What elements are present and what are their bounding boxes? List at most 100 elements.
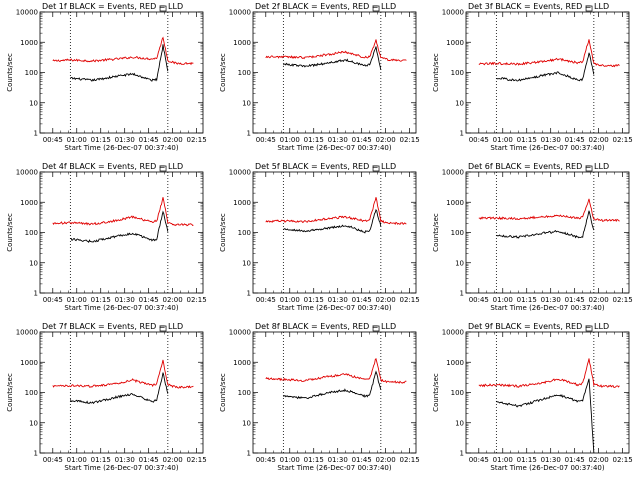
y-axis-label: Counts/sec bbox=[6, 213, 14, 252]
y-axis-label: Counts/sec bbox=[432, 373, 440, 412]
x-tick-label: 01:15 bbox=[517, 456, 537, 464]
events-series-line bbox=[283, 46, 382, 70]
x-tick-label: 01:45 bbox=[565, 296, 585, 304]
y-tick-label: 1 bbox=[460, 130, 464, 138]
events-series-line bbox=[496, 378, 595, 453]
x-tick-label: 01:30 bbox=[541, 296, 561, 304]
y-axis-label: Counts/sec bbox=[6, 373, 14, 412]
y-axis-label: Counts/sec bbox=[219, 53, 227, 92]
x-tick-label: 02:00 bbox=[163, 136, 183, 144]
x-tick-label: 01:30 bbox=[115, 456, 135, 464]
x-tick-label: 02:15 bbox=[613, 136, 633, 144]
x-tick-label: 01:00 bbox=[280, 136, 300, 144]
x-tick-label: 02:00 bbox=[376, 136, 396, 144]
x-tick-label: 02:15 bbox=[400, 296, 420, 304]
y-tick-label: 1000 bbox=[233, 359, 251, 367]
y-tick-label: 10000 bbox=[229, 9, 251, 17]
flare-marker bbox=[585, 325, 593, 332]
panel-title: Det 8f BLACK = Events, RED = LLD bbox=[255, 322, 396, 331]
x-tick-label: 01:45 bbox=[139, 456, 159, 464]
y-tick-label: 10 bbox=[242, 99, 251, 107]
y-tick-label: 1 bbox=[34, 450, 38, 458]
flare-marker bbox=[585, 5, 593, 12]
y-tick-label: 1 bbox=[34, 130, 38, 138]
y-tick-label: 100 bbox=[25, 69, 38, 77]
x-tick-label: 00:45 bbox=[469, 456, 489, 464]
panel-title: Det 4f BLACK = Events, RED = LLD bbox=[42, 162, 183, 171]
y-tick-label: 10 bbox=[242, 419, 251, 427]
x-tick-label: 01:15 bbox=[517, 296, 537, 304]
panel-1: Det 1f BLACK = Events, RED = LLD 1 10 100 10… bbox=[6, 2, 207, 152]
y-tick-label: 10 bbox=[455, 259, 464, 267]
y-axis-label: Counts/sec bbox=[432, 53, 440, 92]
flare-marker bbox=[159, 5, 167, 12]
y-tick-label: 10000 bbox=[442, 169, 464, 177]
x-tick-label: 01:30 bbox=[541, 456, 561, 464]
x-tick-label: 01:30 bbox=[328, 136, 348, 144]
x-tick-label: 01:00 bbox=[280, 296, 300, 304]
x-tick-label: 01:45 bbox=[352, 456, 372, 464]
x-tick-label: 01:30 bbox=[115, 136, 135, 144]
x-axis-label: Start Time (26-Dec-07 00:37:40) bbox=[64, 304, 178, 312]
flare-marker bbox=[159, 165, 167, 172]
plot-frame bbox=[39, 171, 204, 294]
panel-title: Det 1f BLACK = Events, RED = LLD bbox=[42, 2, 183, 11]
x-tick-label: 01:00 bbox=[493, 456, 513, 464]
plot-frame bbox=[252, 11, 417, 134]
y-tick-label: 10 bbox=[29, 419, 38, 427]
y-tick-label: 1 bbox=[460, 450, 464, 458]
events-series-line bbox=[283, 370, 382, 400]
y-tick-label: 1000 bbox=[446, 199, 464, 207]
y-tick-label: 1000 bbox=[20, 359, 38, 367]
y-tick-label: 1000 bbox=[233, 199, 251, 207]
plot-frame bbox=[39, 11, 204, 134]
panel-9: Det 9f BLACK = Events, RED = LLD 1 10 100 10… bbox=[432, 322, 633, 472]
y-axis-label: Counts/sec bbox=[219, 373, 227, 412]
x-tick-label: 02:00 bbox=[376, 296, 396, 304]
y-tick-label: 10 bbox=[29, 99, 38, 107]
x-tick-label: 00:45 bbox=[256, 136, 276, 144]
flare-marker bbox=[585, 165, 593, 172]
lld-series-line bbox=[265, 197, 407, 226]
panel-2: Det 2f BLACK = Events, RED = LLD 1 10 100 10… bbox=[219, 2, 420, 152]
x-tick-label: 01:30 bbox=[115, 296, 135, 304]
x-tick-label: 01:45 bbox=[139, 136, 159, 144]
y-tick-label: 100 bbox=[25, 229, 38, 237]
x-tick-label: 01:45 bbox=[565, 136, 585, 144]
plot-frame bbox=[252, 171, 417, 294]
plot-frame bbox=[252, 331, 417, 454]
x-tick-label: 02:00 bbox=[163, 456, 183, 464]
x-axis-label: Start Time (26-Dec-07 00:37:40) bbox=[277, 464, 391, 472]
y-tick-label: 1 bbox=[247, 130, 251, 138]
lld-series-line bbox=[52, 197, 194, 227]
lld-series-line bbox=[265, 357, 407, 384]
x-axis-label: Start Time (26-Dec-07 00:37:40) bbox=[277, 304, 391, 312]
x-tick-label: 01:45 bbox=[139, 296, 159, 304]
x-tick-label: 02:00 bbox=[163, 296, 183, 304]
flare-marker bbox=[159, 325, 167, 332]
y-tick-label: 100 bbox=[238, 229, 251, 237]
events-series-line bbox=[496, 210, 595, 239]
x-tick-label: 01:45 bbox=[352, 296, 372, 304]
x-axis-label: Start Time (26-Dec-07 00:37:40) bbox=[64, 464, 178, 472]
panel-title: Det 3f BLACK = Events, RED = LLD bbox=[468, 2, 609, 11]
y-tick-label: 1 bbox=[34, 290, 38, 298]
lld-series-line bbox=[52, 36, 194, 66]
y-tick-label: 100 bbox=[25, 389, 38, 397]
x-tick-label: 00:45 bbox=[256, 296, 276, 304]
lld-series-line bbox=[478, 39, 620, 68]
x-tick-label: 01:00 bbox=[67, 296, 87, 304]
x-tick-label: 02:15 bbox=[400, 456, 420, 464]
x-tick-label: 02:00 bbox=[376, 456, 396, 464]
x-tick-label: 02:15 bbox=[187, 456, 207, 464]
panel-title: Det 6f BLACK = Events, RED = LLD bbox=[468, 162, 609, 171]
y-tick-label: 10 bbox=[242, 259, 251, 267]
y-tick-label: 100 bbox=[238, 389, 251, 397]
x-tick-label: 01:30 bbox=[328, 456, 348, 464]
plot-frame bbox=[39, 331, 204, 454]
events-series-line bbox=[283, 208, 382, 234]
x-tick-label: 02:00 bbox=[589, 136, 609, 144]
panel-title: Det 2f BLACK = Events, RED = LLD bbox=[255, 2, 396, 11]
y-tick-label: 10000 bbox=[16, 9, 38, 17]
